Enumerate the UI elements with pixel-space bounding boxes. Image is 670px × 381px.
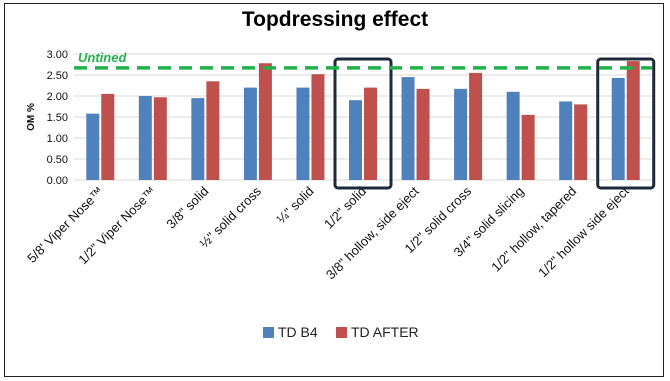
- bar-td-after: [206, 81, 220, 180]
- highlight-box: [333, 57, 393, 190]
- bar-td-b4: [611, 77, 625, 180]
- legend-swatch: [263, 327, 274, 338]
- highlight-box: [596, 57, 656, 190]
- bar-td-after: [521, 114, 535, 180]
- bar-td-after: [153, 97, 167, 180]
- bar-td-after: [574, 104, 588, 180]
- legend-label: TD AFTER: [351, 324, 419, 340]
- y-tick-label: 1.00: [47, 133, 68, 145]
- y-tick-label: 0.00: [47, 175, 68, 187]
- bar-td-b4: [559, 101, 573, 180]
- legend-swatch: [336, 327, 347, 338]
- reference-line-label: Untined: [78, 50, 127, 65]
- x-tick-label: 3/8" solid: [163, 184, 211, 232]
- y-tick-label: 0.50: [47, 154, 68, 166]
- bar-td-b4: [86, 113, 100, 180]
- bar-td-after: [311, 74, 325, 180]
- y-tick-label: 2.50: [47, 70, 68, 82]
- bar-td-after: [416, 88, 430, 180]
- bar-td-b4: [401, 77, 415, 180]
- x-tick-label: 3/8" hollow, side eject: [323, 183, 422, 282]
- bar-td-after: [364, 87, 377, 180]
- bar-td-b4: [243, 87, 257, 180]
- y-axis-label: OM %: [26, 103, 37, 131]
- bar-td-after: [101, 93, 115, 180]
- bar-td-after: [626, 61, 640, 180]
- y-tick-label: 3.00: [47, 49, 68, 61]
- bar-td-b4: [454, 88, 468, 180]
- bar-td-b4: [506, 91, 520, 180]
- bar-td-after: [258, 63, 272, 180]
- x-tick-label: ¼" solid: [274, 184, 317, 227]
- bar-td-b4: [191, 98, 205, 180]
- legend-label: TD B4: [278, 324, 318, 340]
- bar-td-b4: [349, 100, 362, 180]
- y-tick-label: 1.50: [47, 112, 68, 124]
- bar-td-b4: [296, 87, 310, 180]
- x-tick-label: 1/2" hollow side eject: [535, 183, 632, 280]
- x-tick-label: 1/2" solid: [321, 184, 369, 232]
- y-tick-label: 2.00: [47, 91, 68, 103]
- bar-td-b4: [138, 96, 152, 180]
- chart-title: Topdressing effect: [241, 8, 429, 31]
- bar-td-after: [469, 72, 483, 180]
